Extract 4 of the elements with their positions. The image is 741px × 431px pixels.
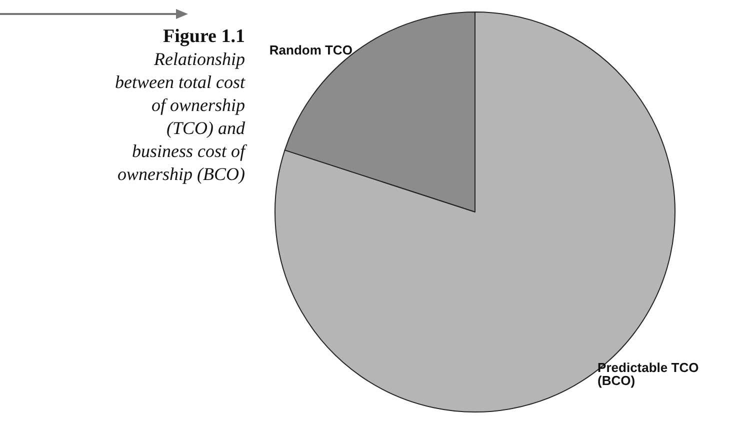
slice-label: Predictable TCO (BCO) bbox=[598, 360, 699, 388]
text: Relationship between total cost of ownership (TCO) and business cost of ownership (BCO) bbox=[115, 48, 245, 186]
slice-label: Random TCO bbox=[269, 42, 352, 58]
text: Figure 1.1 bbox=[162, 26, 245, 48]
